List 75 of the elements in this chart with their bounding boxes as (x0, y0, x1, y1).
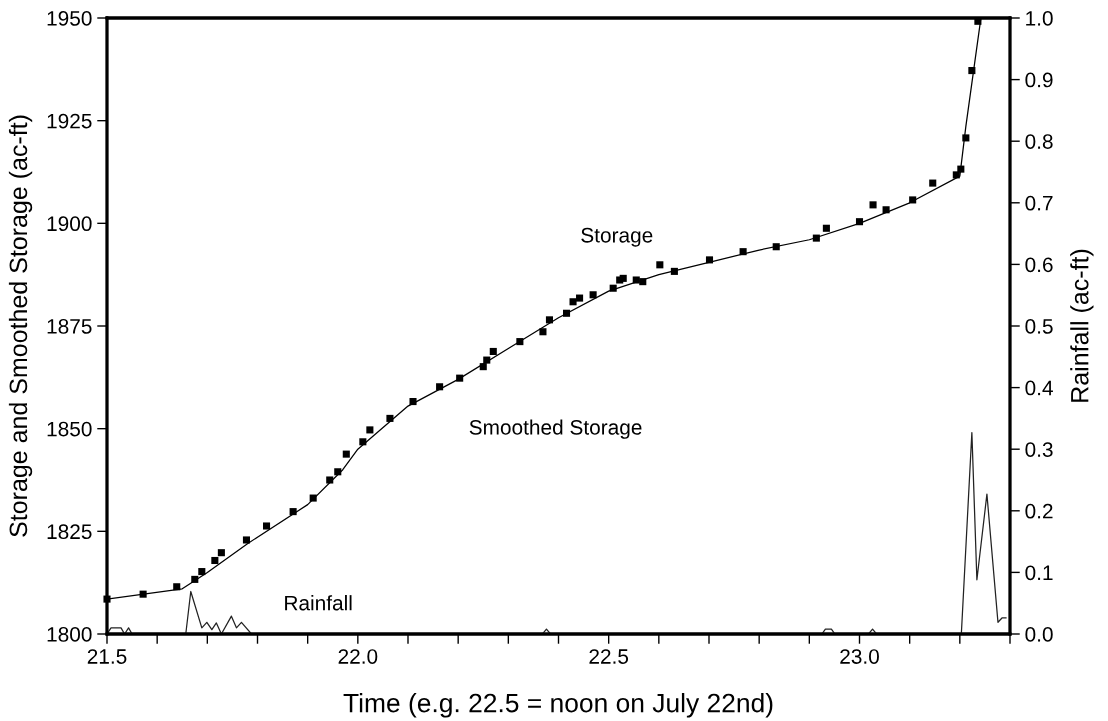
y2-tick-label: 1.0 (1026, 11, 1053, 26)
y-tick-label: 1850 (47, 421, 92, 437)
point (670, 267, 678, 275)
point (822, 224, 830, 232)
point (198, 568, 206, 576)
y2-tick-label: 0.1 (1025, 565, 1053, 581)
y-axis-title: Storage and Smoothed Storage (ac-ft) (8, 115, 33, 537)
y-tick-label: 1900 (47, 216, 92, 232)
point (968, 67, 976, 75)
point (359, 438, 367, 446)
point (957, 165, 965, 173)
point (139, 590, 147, 598)
y-tick-label: 1825 (47, 524, 92, 540)
point (545, 316, 554, 324)
y2-tick-label: 0.2 (1025, 503, 1053, 519)
y-tick-label: 1800 (47, 627, 92, 642)
point (217, 549, 225, 557)
point (242, 536, 250, 544)
point (772, 243, 780, 251)
x-tick-label: 22.5 (589, 649, 629, 664)
y2-tick-label: 0.5 (1025, 319, 1053, 334)
point (569, 298, 577, 306)
point (562, 309, 571, 317)
point (386, 414, 394, 422)
x-tick-label: 21.5 (87, 649, 127, 664)
point (639, 278, 647, 286)
y2-tick-label: 0.8 (1025, 134, 1053, 149)
y2-axis-title: Rainfall (ac-ft) (1070, 249, 1094, 402)
point (334, 468, 342, 476)
point (705, 256, 714, 264)
point (909, 196, 917, 204)
y2-tick-label: 0.9 (1025, 72, 1053, 88)
point (539, 328, 547, 336)
point (929, 179, 937, 187)
point (326, 476, 334, 484)
y2-tick-label: 0.3 (1025, 442, 1053, 457)
series-label: Smoothed Storage (469, 419, 642, 439)
point (456, 374, 464, 382)
point (191, 575, 199, 583)
point (436, 383, 444, 391)
y2-tick-label: 0.4 (1025, 380, 1053, 396)
point (962, 134, 970, 142)
point (342, 450, 350, 458)
series-label: Storage (581, 227, 653, 247)
point (576, 294, 584, 302)
x-tick-label: 23.0 (840, 649, 879, 664)
point (262, 522, 271, 530)
x-axis-title: Time (e.g. 22.5 = noon on July 22nd) (343, 693, 773, 718)
point (489, 347, 497, 355)
point (211, 556, 219, 565)
point (869, 201, 877, 209)
point (366, 426, 374, 434)
point (589, 291, 597, 299)
point (479, 363, 487, 371)
x-tick-label: 22.0 (338, 649, 378, 664)
point (289, 508, 297, 516)
point (656, 261, 664, 269)
point (173, 583, 181, 591)
y2-tick-label: 0.7 (1025, 195, 1053, 211)
y2-tick-label: 0.0 (1025, 627, 1053, 642)
y-tick-label: 1875 (47, 319, 92, 334)
y2-tick-label: 0.6 (1025, 257, 1053, 273)
point (483, 356, 491, 364)
y-tick-label: 1925 (47, 113, 92, 129)
point (855, 218, 864, 226)
point (739, 248, 747, 256)
point (882, 206, 890, 214)
point (409, 398, 417, 406)
point (516, 338, 524, 346)
y-tick-label: 1950 (47, 11, 92, 26)
point (632, 276, 640, 284)
point (812, 234, 820, 242)
point (609, 284, 617, 292)
point (309, 494, 317, 502)
series-label: Rainfall (285, 595, 352, 611)
